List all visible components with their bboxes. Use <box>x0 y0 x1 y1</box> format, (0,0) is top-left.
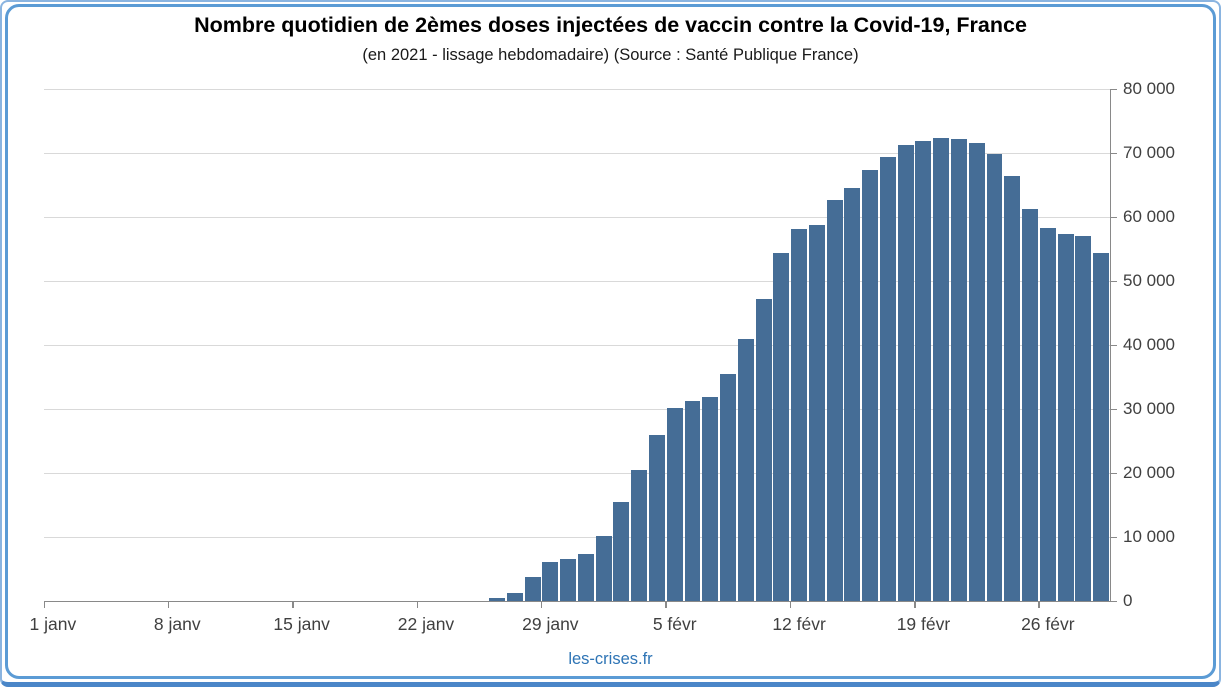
gridline <box>44 216 1110 218</box>
bar <box>489 597 506 601</box>
y-tick-label: 30 000 <box>1123 399 1175 418</box>
x-tick-label: 29 janv <box>522 614 579 634</box>
y-axis-tick <box>1110 344 1117 346</box>
bar <box>951 138 967 601</box>
y-tick-label: 80 000 <box>1123 79 1175 98</box>
x-tick-label: 1 janv <box>29 614 77 634</box>
y-axis-tick <box>1110 536 1117 538</box>
bar <box>542 561 559 601</box>
x-axis-tick <box>416 601 419 608</box>
gridline <box>44 472 1110 474</box>
gridline <box>44 344 1110 346</box>
y-axis-tick <box>1110 216 1117 218</box>
bar <box>737 338 754 601</box>
y-axis-tick <box>1110 408 1117 410</box>
bar <box>524 577 541 601</box>
bar <box>577 554 594 601</box>
gridline <box>44 408 1110 410</box>
bar <box>862 170 879 601</box>
bar <box>755 298 772 601</box>
bar <box>560 558 577 601</box>
bar <box>826 200 843 601</box>
bar <box>1039 227 1056 601</box>
bar <box>968 143 985 601</box>
bar <box>1093 252 1110 601</box>
footer: les-crises.fr <box>0 650 1221 669</box>
bar <box>808 224 825 601</box>
gridline <box>44 152 1110 154</box>
bar <box>648 435 665 601</box>
bar <box>595 535 612 601</box>
x-tick-label: 22 janv <box>397 614 455 634</box>
x-tick-label: 26 févr <box>1021 614 1075 634</box>
x-axis-tick <box>789 601 792 608</box>
x-axis-tick <box>167 601 170 608</box>
bar <box>773 252 790 601</box>
y-axis-tick <box>1110 280 1117 282</box>
y-axis-tick <box>1110 600 1117 602</box>
bar <box>666 408 683 601</box>
x-tick-label: 12 févr <box>772 614 826 634</box>
bar <box>684 401 701 601</box>
bar <box>1004 176 1021 601</box>
gridline <box>44 280 1110 282</box>
footer-link[interactable]: les-crises.fr <box>568 650 653 668</box>
bar <box>613 501 630 601</box>
x-axis-line <box>44 600 1110 602</box>
y-tick-label: 50 000 <box>1123 271 1175 290</box>
x-axis-tick <box>292 601 294 608</box>
x-tick-label: 8 janv <box>153 614 201 634</box>
bar <box>844 188 861 601</box>
x-axis-tick <box>914 601 916 608</box>
bar <box>933 137 950 601</box>
bar <box>1057 234 1074 601</box>
bar <box>791 228 808 601</box>
y-tick-label: 20 000 <box>1123 463 1175 482</box>
x-tick-label: 5 févr <box>652 614 697 634</box>
y-tick-label: 60 000 <box>1123 207 1175 226</box>
gridline <box>44 88 1110 90</box>
bar <box>915 141 932 601</box>
y-tick-label: 40 000 <box>1123 335 1175 354</box>
bar <box>879 156 896 601</box>
bar <box>897 145 914 601</box>
x-tick-label: 15 janv <box>273 614 330 634</box>
x-axis-tick <box>665 601 667 608</box>
bar <box>506 592 523 601</box>
y-axis-tick <box>1110 472 1117 474</box>
y-axis-tick <box>1110 152 1117 154</box>
bar <box>1075 236 1092 601</box>
bar <box>631 470 648 601</box>
y-tick-label: 70 000 <box>1123 143 1175 162</box>
chart-subtitle: (en 2021 - lissage hebdomadaire) (Source… <box>362 46 859 64</box>
y-axis-tick <box>1110 88 1117 90</box>
x-axis-tick <box>1038 601 1040 608</box>
bar <box>986 154 1003 601</box>
x-axis-tick <box>43 601 45 608</box>
bar <box>720 374 736 601</box>
bar <box>1022 209 1039 601</box>
y-tick-label: 10 000 <box>1123 527 1175 546</box>
bar <box>702 397 719 601</box>
x-tick-label: 19 févr <box>896 614 951 634</box>
gridline <box>44 536 1110 538</box>
y-tick-label: 0 <box>1123 591 1133 610</box>
chart-title: Nombre quotidien de 2èmes doses injectée… <box>194 13 1027 37</box>
x-axis-tick <box>540 601 543 608</box>
